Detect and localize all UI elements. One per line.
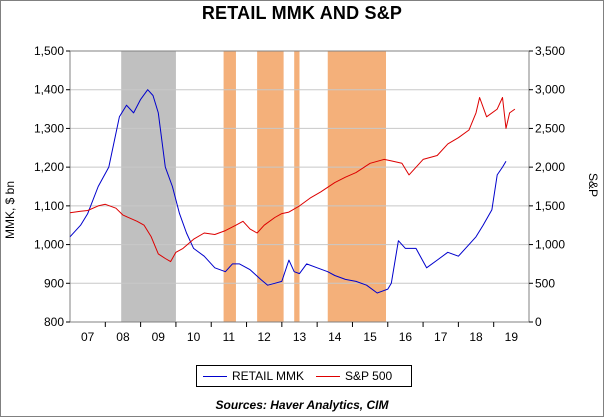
x-tick-label: 15 bbox=[363, 330, 377, 344]
chart-title: RETAIL MMK AND S&P bbox=[201, 3, 403, 23]
legend: RETAIL MMK S&P 500 bbox=[196, 365, 412, 387]
right-tick-label: 500 bbox=[535, 276, 555, 290]
left-tick-label: 1,400 bbox=[34, 83, 64, 97]
left-tick-label: 800 bbox=[44, 315, 64, 329]
source-note: Sources: Haver Analytics, CIM bbox=[215, 398, 389, 412]
x-tick-label: 16 bbox=[399, 330, 413, 344]
right-tick-label: 2,000 bbox=[535, 160, 565, 174]
x-tick-label: 07 bbox=[81, 330, 95, 344]
plot-area bbox=[69, 50, 530, 323]
x-tick-label: 08 bbox=[116, 330, 130, 344]
right-tick-label: 3,500 bbox=[535, 44, 565, 58]
x-tick-label: 17 bbox=[434, 330, 448, 344]
left-tick-label: 900 bbox=[44, 276, 64, 290]
left-tick-label: 1,500 bbox=[34, 44, 64, 58]
left-tick-label: 1,000 bbox=[34, 238, 64, 252]
legend-item-sp500: S&P 500 bbox=[316, 369, 392, 383]
shaded-period-recession-0 bbox=[121, 51, 176, 322]
x-tick-label: 13 bbox=[293, 330, 307, 344]
legend-swatch-mmk bbox=[203, 375, 227, 377]
shaded-period-tightening-1 bbox=[223, 51, 236, 322]
right-axis-ticks: 0 500 1,000 1,500 2,000 2,500 3,000 3,500 bbox=[529, 44, 565, 329]
gridlines bbox=[70, 89, 529, 284]
x-tick-label: 19 bbox=[505, 330, 519, 344]
left-tick-label: 1,300 bbox=[34, 121, 64, 135]
left-axis-ticks: 800 900 1,000 1,100 1,200 1,300 1,400 1,500 bbox=[34, 44, 70, 329]
x-tick-label: 18 bbox=[469, 330, 483, 344]
x-tick-label: 11 bbox=[223, 330, 236, 344]
x-tick-label: 10 bbox=[187, 330, 201, 344]
series-line-sp500 bbox=[69, 97, 516, 263]
x-tick-label: 12 bbox=[258, 330, 272, 344]
left-tick-label: 1,200 bbox=[34, 160, 64, 174]
x-tick-label: 09 bbox=[152, 330, 166, 344]
legend-label-sp500: S&P 500 bbox=[345, 369, 393, 383]
series-lines bbox=[69, 89, 516, 294]
x-axis-ticks: 07 08 09 10 11 12 13 14 15 16 17 18 19 bbox=[81, 322, 518, 344]
right-tick-label: 0 bbox=[535, 315, 542, 329]
legend-swatch-sp500 bbox=[316, 375, 341, 377]
left-tick-label: 1,100 bbox=[34, 199, 64, 213]
right-tick-label: 3,000 bbox=[535, 83, 565, 97]
right-tick-label: 1,000 bbox=[535, 238, 565, 252]
right-tick-label: 2,500 bbox=[535, 121, 565, 135]
legend-label-mmk: RETAIL MMK bbox=[232, 369, 305, 383]
x-tick-label: 14 bbox=[328, 330, 342, 344]
right-tick-label: 1,500 bbox=[535, 199, 565, 213]
shaded-periods bbox=[121, 51, 387, 322]
shaded-period-tightening-2 bbox=[257, 51, 284, 322]
legend-item-mmk: RETAIL MMK bbox=[203, 369, 304, 383]
shaded-period-tightening-3 bbox=[294, 51, 300, 322]
series-line-retail-mmk bbox=[69, 89, 507, 294]
